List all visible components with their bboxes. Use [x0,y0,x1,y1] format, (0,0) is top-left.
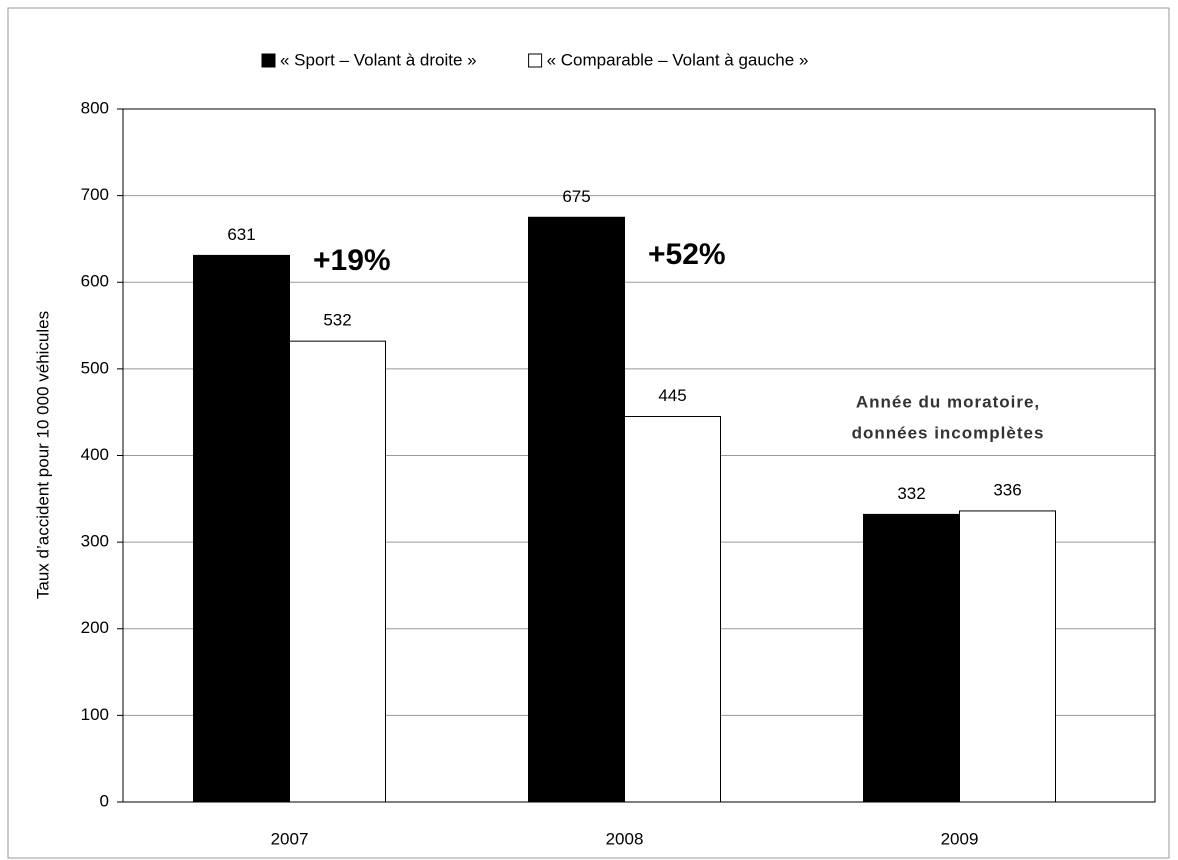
annotation: +19% [313,244,391,277]
bar [624,416,721,803]
bar [289,340,386,803]
annotation: données incomplètes [852,423,1045,442]
data-label: 332 [897,484,925,503]
annotation: Année du moratoire, [856,392,1040,411]
y-tick-label: 500 [81,358,109,377]
y-tick-label: 300 [81,532,109,551]
y-tick-label: 600 [81,272,109,291]
y-tick-label: 700 [81,185,109,204]
bar [193,254,290,803]
y-tick-label: 200 [81,618,109,637]
data-label: 532 [323,311,351,330]
y-tick-label: 100 [81,705,109,724]
legend-swatch [261,53,276,68]
x-tick-label: 2009 [941,829,979,848]
y-tick-label: 400 [81,445,109,464]
y-tick-label: 800 [81,98,109,117]
legend-label: « Sport – Volant à droite » [280,50,477,69]
y-axis-label: Taux d’accident pour 10 000 véhicules [33,311,52,599]
bar [528,216,625,803]
data-label: 675 [562,187,590,206]
annotation: +52% [648,238,726,271]
y-tick-label: 0 [100,791,109,810]
data-label: 445 [658,386,686,405]
data-label: 336 [993,480,1021,499]
bar [959,510,1056,803]
data-label: 631 [227,225,255,244]
x-tick-label: 2008 [606,829,644,848]
bar [863,513,960,803]
legend-label: « Comparable – Volant à gauche » [547,50,809,69]
x-tick-label: 2007 [271,829,309,848]
legend-swatch [528,53,543,68]
